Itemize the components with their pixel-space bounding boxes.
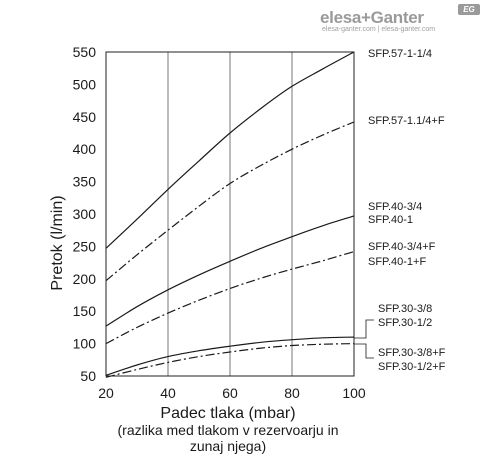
- curve-label: SFP.30-3/8: [378, 303, 432, 315]
- x-tick-label: 100: [342, 385, 366, 401]
- curve-label: SFP.30-1/2+F: [378, 361, 446, 373]
- y-tick-label: 50: [80, 368, 96, 384]
- curve-label: SFP.57-1-1/4: [368, 48, 432, 60]
- chart-legend: SFP.57-1-1/4SFP.57-1.1/4+FSFP.40-3/4SFP.…: [354, 48, 446, 373]
- brand-url: elesa-ganter.com | elesa-ganter.com: [322, 26, 436, 33]
- curve-label: SFP.40-3/4: [368, 201, 422, 213]
- y-tick-label: 550: [73, 44, 97, 60]
- brand-name: elesa+Ganter: [320, 8, 424, 27]
- y-tick-label: 400: [73, 141, 97, 157]
- curve-label: SFP.30-3/8+F: [378, 347, 446, 359]
- curve-label: SFP.40-1: [368, 214, 413, 226]
- plot-frame: [105, 51, 355, 377]
- curve-label: SFP.57-1.1/4+F: [368, 115, 445, 127]
- curve-label: SFP.30-1/2: [378, 317, 432, 329]
- chart-grid: [167, 52, 293, 376]
- series-line: [105, 51, 355, 249]
- curve-label-leader: [354, 319, 374, 339]
- y-tick-label: 200: [73, 271, 97, 287]
- y-tick-label: 300: [73, 206, 97, 222]
- y-tick-label: 450: [73, 109, 97, 125]
- y-tick-label: 250: [73, 238, 97, 254]
- series-line: [105, 343, 355, 378]
- x-tick-label: 60: [222, 385, 238, 401]
- curve-label: SFP.40-1+F: [368, 256, 426, 268]
- series-line: [105, 121, 355, 282]
- y-tick-label: 350: [73, 174, 97, 190]
- y-axis-title: Pretok (l/min): [49, 195, 66, 290]
- curve-label: SFP.40-3/4+F: [368, 241, 436, 253]
- x-axis-note-line-2: zunaj njega): [190, 438, 266, 454]
- chart-ticks: 20 40 60 80 100 50 100 150 200 250 300 350 400 450 500…: [73, 44, 366, 401]
- brand-badge: EG: [458, 4, 480, 15]
- y-tick-label: 150: [73, 303, 97, 319]
- series-line: [105, 336, 355, 376]
- x-axis-title: Padec tlaka (mbar): [160, 405, 295, 422]
- series-line: [105, 215, 355, 327]
- y-tick-label: 500: [73, 76, 97, 92]
- series-line: [105, 251, 355, 345]
- x-axis-note-line-1: (razlika med tlakom v rezervoarju in: [118, 422, 339, 438]
- y-tick-label: 100: [73, 336, 97, 352]
- x-tick-label: 40: [160, 385, 176, 401]
- x-tick-label: 80: [284, 385, 300, 401]
- brand-logo: elesa+Ganter elesa-ganter.com | elesa-ga…: [320, 4, 485, 38]
- x-tick-label: 20: [98, 385, 114, 401]
- chart-series: [105, 51, 355, 378]
- curve-label-leader: [354, 343, 374, 359]
